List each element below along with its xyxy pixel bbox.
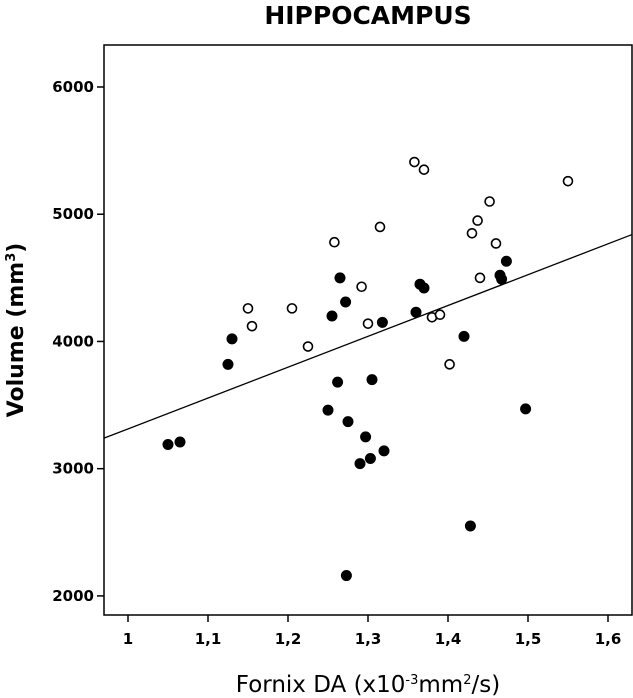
filled-point — [226, 333, 238, 345]
plot-border — [103, 44, 633, 616]
filled-point — [500, 255, 512, 267]
y-axis-label-suffix: ) — [4, 243, 29, 253]
filled-point — [174, 436, 186, 448]
filled-point — [354, 458, 366, 470]
y-axis-label: Volume (mm3) — [4, 243, 29, 418]
open-point — [242, 303, 254, 314]
open-point — [286, 303, 298, 314]
data-points — [162, 156, 574, 582]
x-axis-label-suffix: /s) — [471, 672, 500, 698]
x-axis-label-exponent: -3 — [405, 673, 418, 688]
x-axis-label-main: Fornix DA (x10 — [236, 672, 406, 698]
filled-point — [464, 520, 476, 532]
open-point — [434, 309, 446, 321]
y-tick-label: 2000 — [52, 587, 94, 605]
open-point — [490, 238, 502, 249]
filled-point — [326, 310, 338, 322]
filled-point — [222, 358, 234, 370]
x-tick-label: 1,2 — [275, 630, 302, 648]
open-point — [474, 272, 486, 284]
filled-point — [496, 273, 508, 285]
filled-point — [364, 453, 376, 465]
x-tick-label: 1,6 — [595, 630, 622, 648]
open-point — [472, 215, 483, 226]
filled-point — [378, 445, 390, 457]
open-point — [362, 318, 374, 329]
open-point — [466, 228, 478, 239]
chart-title: HIPPOCAMPUS — [264, 1, 471, 30]
filled-point — [340, 296, 352, 308]
open-point — [302, 341, 314, 352]
open-point — [484, 196, 495, 207]
x-tick-label: 1,3 — [355, 630, 382, 648]
x-axis-label-unit: mm — [418, 672, 463, 698]
x-tick-label: 1,1 — [195, 630, 222, 648]
filled-point — [334, 272, 346, 284]
x-axis-label-exponent-2: 2 — [463, 673, 471, 688]
filled-point — [332, 376, 344, 388]
x-axis: 1 1,1 1,2 1,3 1,4 1,5 1,6 — [123, 615, 622, 648]
filled-point — [322, 404, 334, 416]
open-point — [409, 156, 420, 168]
filled-point — [376, 316, 388, 328]
y-tick-label: 3000 — [52, 460, 94, 478]
regression-line — [103, 233, 633, 439]
open-point — [329, 236, 340, 248]
x-axis-label: Fornix DA (x10-3mm2/s) — [236, 672, 500, 698]
filled-point — [360, 431, 372, 443]
open-point — [562, 175, 574, 187]
filled-point — [410, 306, 422, 318]
filled-point — [162, 439, 174, 451]
y-axis-label-main: Volume (mm — [4, 262, 29, 418]
plot-area — [103, 44, 633, 616]
fit-line — [103, 233, 633, 439]
y-axis: 2000 3000 4000 5000 6000 — [52, 78, 104, 605]
open-point — [418, 164, 430, 175]
x-tick-label: 1,5 — [515, 630, 542, 648]
y-tick-label: 6000 — [52, 78, 94, 96]
filled-point — [418, 282, 430, 294]
filled-point — [458, 330, 470, 342]
open-point — [246, 320, 258, 332]
filled-point — [366, 374, 378, 386]
open-point — [374, 221, 386, 233]
open-point — [444, 359, 455, 370]
x-tick-label: 1 — [123, 630, 133, 648]
open-point — [356, 281, 367, 293]
y-axis-label-exponent: 3 — [4, 253, 19, 262]
filled-point — [520, 403, 532, 415]
y-tick-label: 4000 — [52, 332, 94, 350]
filled-point — [340, 570, 352, 582]
filled-point — [342, 416, 354, 428]
x-tick-label: 1,4 — [435, 630, 462, 648]
y-tick-label: 5000 — [52, 205, 94, 223]
